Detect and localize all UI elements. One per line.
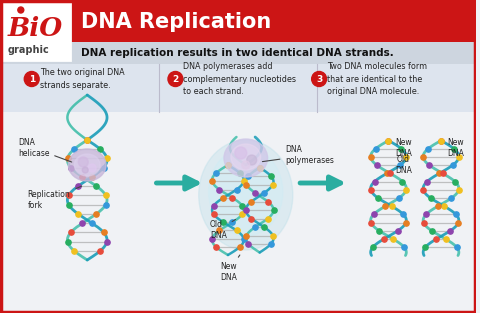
Text: Old
DNA: Old DNA bbox=[210, 219, 236, 240]
Text: BiO: BiO bbox=[8, 16, 63, 40]
Ellipse shape bbox=[74, 154, 100, 176]
Ellipse shape bbox=[231, 144, 261, 170]
FancyBboxPatch shape bbox=[0, 0, 476, 42]
Ellipse shape bbox=[209, 148, 283, 236]
Text: DNA replication results in two identical DNA strands.: DNA replication results in two identical… bbox=[81, 48, 394, 58]
Text: New
DNA: New DNA bbox=[220, 255, 240, 282]
FancyBboxPatch shape bbox=[0, 42, 476, 64]
Text: Replication
fork: Replication fork bbox=[28, 186, 82, 210]
Text: graphic: graphic bbox=[8, 45, 49, 55]
FancyBboxPatch shape bbox=[3, 2, 71, 60]
Text: New
DNA: New DNA bbox=[395, 138, 412, 158]
Text: New
DNA: New DNA bbox=[447, 138, 464, 158]
Circle shape bbox=[18, 7, 24, 13]
Circle shape bbox=[312, 71, 326, 86]
Text: 3: 3 bbox=[316, 74, 322, 84]
FancyBboxPatch shape bbox=[0, 64, 476, 112]
Circle shape bbox=[78, 157, 88, 167]
Circle shape bbox=[82, 167, 88, 173]
Text: 1: 1 bbox=[29, 74, 35, 84]
Text: Old
DNA: Old DNA bbox=[395, 155, 412, 175]
Circle shape bbox=[242, 161, 250, 169]
Text: Two DNA molecules form
that are identical to the
original DNA molecule.: Two DNA molecules form that are identica… bbox=[327, 62, 427, 96]
Ellipse shape bbox=[199, 140, 293, 250]
Circle shape bbox=[168, 71, 183, 86]
Circle shape bbox=[88, 164, 96, 172]
Circle shape bbox=[235, 147, 247, 159]
Text: DNA
polymerases: DNA polymerases bbox=[263, 145, 334, 165]
Text: The two original DNA
strands separate.: The two original DNA strands separate. bbox=[40, 68, 124, 90]
Circle shape bbox=[24, 71, 39, 86]
Text: DNA Replication: DNA Replication bbox=[81, 12, 272, 32]
Text: 2: 2 bbox=[172, 74, 179, 84]
Ellipse shape bbox=[68, 149, 106, 181]
Text: DNA polymerases add
complementary nucleotides
to each strand.: DNA polymerases add complementary nucleo… bbox=[183, 62, 296, 96]
Ellipse shape bbox=[224, 139, 267, 177]
Text: DNA
helicase: DNA helicase bbox=[18, 138, 72, 162]
Circle shape bbox=[247, 155, 257, 165]
